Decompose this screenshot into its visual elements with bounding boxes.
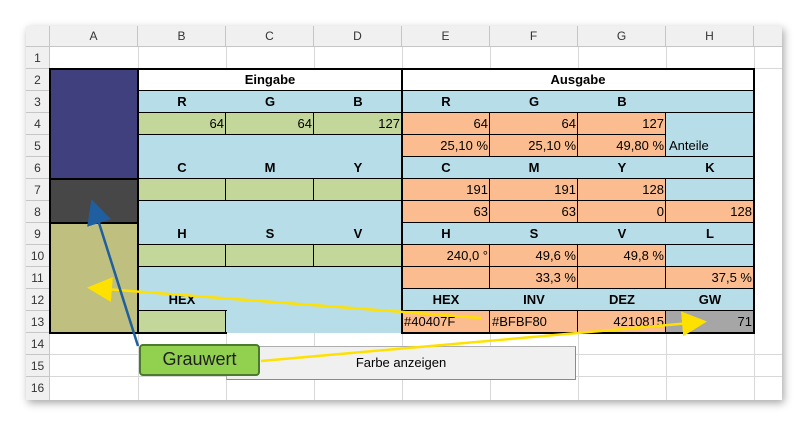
eingabe-s-label: S (226, 223, 314, 245)
hex-label: HEX (402, 289, 490, 311)
input-v-value[interactable] (314, 245, 402, 267)
ausgabe-h-label: H (402, 223, 490, 245)
output-m-value: 191 (490, 179, 578, 201)
output-v-value: 49,8 % (578, 245, 666, 267)
row-header[interactable]: 13 (26, 311, 50, 333)
input-s-value[interactable] (226, 245, 314, 267)
dez-label: DEZ (578, 289, 666, 311)
output-l-value: 37,5 % (666, 267, 754, 289)
output-s-value: 49,6 % (490, 245, 578, 267)
color-swatch (50, 69, 138, 179)
ausgabe-l-label: L (666, 223, 754, 245)
blue-filler (666, 91, 754, 157)
arrow-to-gray-swatch (87, 199, 140, 347)
blue-filler (138, 135, 402, 157)
column-header[interactable]: C (226, 26, 314, 47)
row-header[interactable]: 15 (26, 355, 50, 377)
output-r-value: 64 (402, 113, 490, 135)
ausgabe-y-label: Y (578, 157, 666, 179)
grauwert-callout: Grauwert (139, 344, 260, 376)
ausgabe-c-label: C (402, 157, 490, 179)
hex-input-field[interactable] (138, 311, 226, 333)
output-hsl-h-value (402, 267, 490, 289)
eingabe-b-label: B (314, 91, 402, 113)
output-m-k-value: 63 (490, 201, 578, 223)
ausgabe-m-label: M (490, 157, 578, 179)
eingabe-c-label: C (138, 157, 226, 179)
output-g-percent: 25,10 % (490, 135, 578, 157)
row-header[interactable]: 10 (26, 245, 50, 267)
inv-value: #BFBF80 (490, 311, 578, 333)
input-y-value[interactable] (314, 179, 402, 201)
anteile-label: Anteile (669, 138, 709, 153)
ausgabe-s-label: S (490, 223, 578, 245)
blue-filler (666, 179, 754, 201)
output-hsl-empty (578, 267, 666, 289)
input-c-value[interactable] (138, 179, 226, 201)
annotation-arrows (87, 199, 707, 363)
output-b-value: 127 (578, 113, 666, 135)
blue-filler (138, 201, 402, 223)
output-b-percent: 49,80 % (578, 135, 666, 157)
output-g-value: 64 (490, 113, 578, 135)
eingabe-r-label: R (138, 91, 226, 113)
column-header[interactable]: F (490, 26, 578, 47)
output-h-value: 240,0 ° (402, 245, 490, 267)
eingabe-v-label: V (314, 223, 402, 245)
output-c-value: 191 (402, 179, 490, 201)
output-hsl-s-value: 33,3 % (490, 267, 578, 289)
input-m-value[interactable] (226, 179, 314, 201)
column-header[interactable]: G (578, 26, 666, 47)
show-color-button[interactable]: Farbe anzeigen (226, 346, 576, 380)
eingabe-g-label: G (226, 91, 314, 113)
output-y-value: 128 (578, 179, 666, 201)
ausgabe-b-label: B (578, 91, 666, 113)
column-header[interactable]: A (50, 26, 138, 47)
ausgabe-title: Ausgabe (402, 69, 754, 91)
ausgabe-r-label: R (402, 91, 490, 113)
ausgabe-k-label: K (666, 157, 754, 179)
eingabe-title: Eingabe (138, 69, 402, 91)
output-c-k-value: 63 (402, 201, 490, 223)
row-header[interactable]: 1 (26, 47, 50, 69)
ausgabe-v-label: V (578, 223, 666, 245)
row-header[interactable]: 14 (26, 333, 50, 355)
output-y-k-value: 0 (578, 201, 666, 223)
ausgabe-g-label: G (490, 91, 578, 113)
input-r-value[interactable]: 64 (138, 113, 226, 135)
blue-filler (666, 245, 754, 267)
spreadsheet: A B C D E F G H 1 2 3 4 5 6 7 8 9 10 11 … (26, 26, 782, 400)
select-all-corner[interactable] (26, 26, 50, 47)
arrow-to-inverse-swatch (87, 277, 482, 320)
column-header[interactable]: H (666, 26, 754, 47)
column-header[interactable]: B (138, 26, 226, 47)
column-header[interactable]: E (402, 26, 490, 47)
eingabe-y-label: Y (314, 157, 402, 179)
output-k-value: 128 (666, 201, 754, 223)
arrow-to-gray-value (260, 311, 707, 363)
input-h-value[interactable] (138, 245, 226, 267)
output-r-percent: 25,10 % (402, 135, 490, 157)
eingabe-m-label: M (226, 157, 314, 179)
column-header-empty (754, 26, 782, 47)
column-header[interactable]: D (314, 26, 402, 47)
gw-label: GW (666, 289, 754, 311)
input-b-value[interactable]: 127 (314, 113, 402, 135)
row-header[interactable]: 16 (26, 377, 50, 400)
input-g-value[interactable]: 64 (226, 113, 314, 135)
eingabe-h-label: H (138, 223, 226, 245)
inv-label: INV (490, 289, 578, 311)
